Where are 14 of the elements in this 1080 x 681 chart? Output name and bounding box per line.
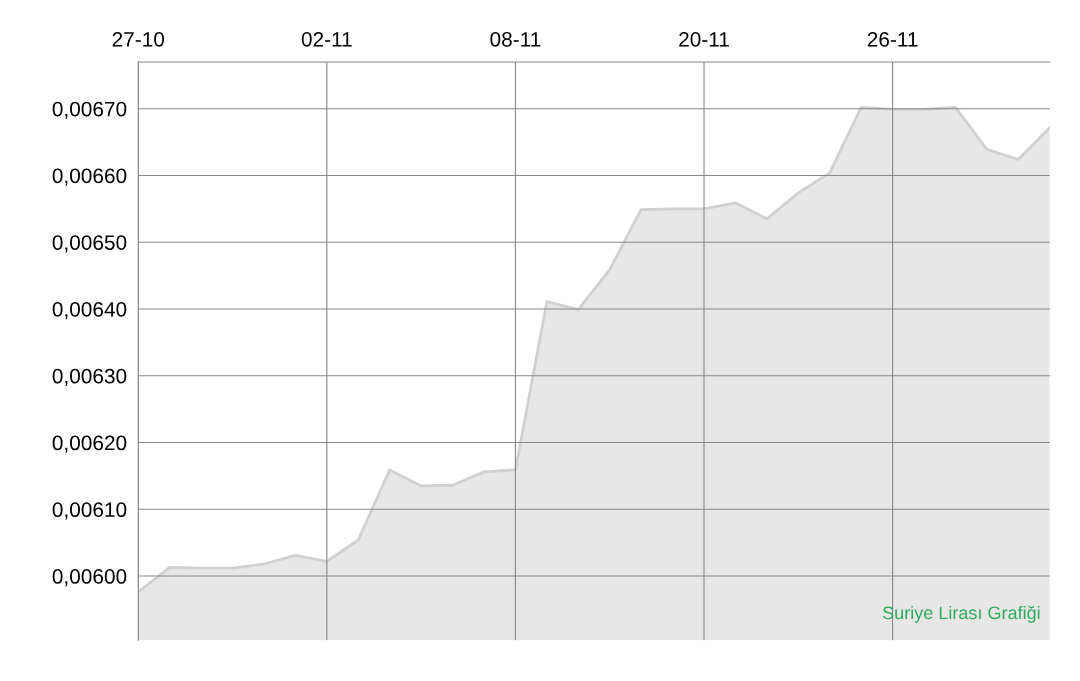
x-tick-label: 08-11 — [490, 31, 541, 47]
y-tick-label: 0,00630 — [52, 368, 127, 386]
y-tick-label: 0,00610 — [52, 502, 127, 520]
x-tick-label: 02-11 — [301, 31, 352, 47]
x-tick-label: 26-11 — [867, 31, 918, 47]
annotation: Suriye Lirası Grafiği — [882, 605, 1040, 623]
y-tick-label: 0,00670 — [52, 101, 127, 119]
y-tick-label: 0,00660 — [52, 168, 127, 186]
x-tick-label: 27-10 — [112, 31, 165, 47]
y-tick-label: 0,00600 — [52, 569, 127, 587]
y-tick-label: 0,00650 — [52, 235, 127, 253]
y-tick-label: 0,00640 — [52, 302, 127, 320]
x-tick-label: 20-11 — [679, 31, 729, 47]
y-tick-label: 0,00620 — [52, 435, 127, 453]
